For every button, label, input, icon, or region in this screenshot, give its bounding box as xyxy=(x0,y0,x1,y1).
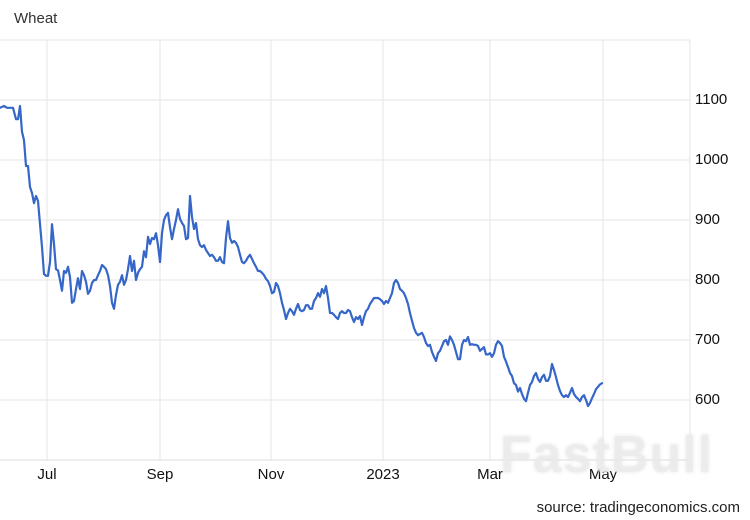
x-tick-sep: Sep xyxy=(146,466,174,483)
x-tick-may: May xyxy=(588,466,618,483)
y-tick-900: 900 xyxy=(695,211,721,228)
wheat-price-line xyxy=(0,104,604,408)
y-tick-800: 800 xyxy=(695,271,721,288)
y-tick-600: 600 xyxy=(695,391,721,408)
y-tick-700: 700 xyxy=(695,331,721,348)
y-tick-1100: 1100 xyxy=(695,91,728,108)
x-tick-mar: Mar xyxy=(477,466,503,483)
x-tick-2023: 2023 xyxy=(366,466,400,483)
chart-title: Wheat xyxy=(14,10,58,27)
x-tick-nov: Nov xyxy=(257,466,285,483)
source-attribution: source: tradingeconomics.com xyxy=(536,499,740,516)
x-tick-jul: Jul xyxy=(37,466,57,483)
watermark-logo: FastBull xyxy=(500,426,714,484)
y-tick-1000: 1000 xyxy=(695,151,729,168)
grid-lines xyxy=(0,39,691,460)
